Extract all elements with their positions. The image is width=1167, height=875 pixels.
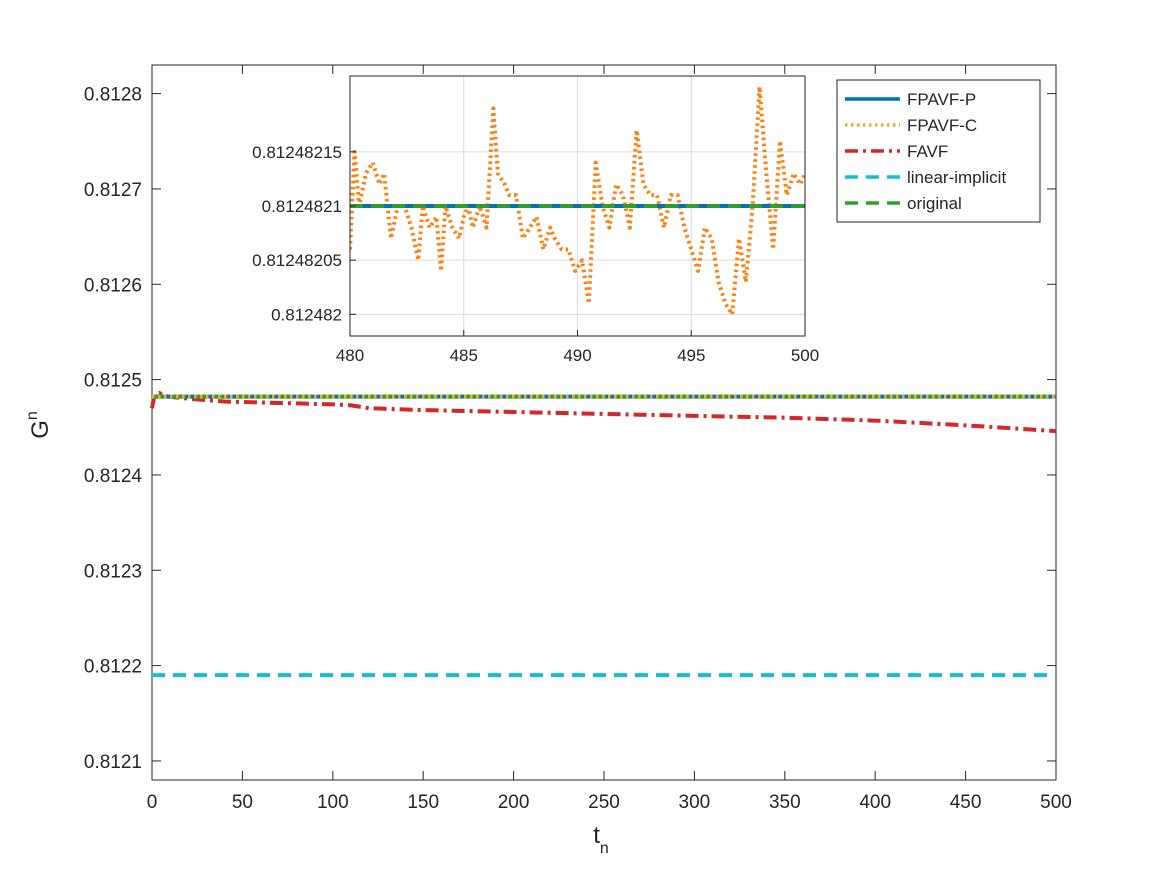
legend-label: FPAVF-P <box>907 90 976 109</box>
main-y-tick-label: 0.8124 <box>84 466 143 487</box>
inset-series-fpavf-c <box>350 84 805 317</box>
legend-label: original <box>907 194 962 213</box>
legend-label: linear-implicit <box>907 168 1006 187</box>
main-x-tick-label: 450 <box>950 792 982 813</box>
inset-axes: 480 485 490 495 500 0.8124820.812482050.8124… <box>252 75 819 365</box>
main-x-tick-label: 200 <box>498 792 530 813</box>
y-axis-label-superscript: n <box>24 411 41 420</box>
x-axis-label-subscript: n <box>600 840 609 857</box>
main-series-lines <box>150 390 1057 678</box>
y-axis-label: Gn <box>24 411 54 439</box>
main-y-tick-label: 0.8123 <box>84 561 142 582</box>
inset-x-tick-label: 490 <box>563 346 591 365</box>
legend-label: FAVF <box>907 142 948 161</box>
inset-x-tick-label: 485 <box>450 346 478 365</box>
main-y-tick-label: 0.8122 <box>84 657 142 678</box>
main-series-favf <box>150 390 1057 434</box>
inset-x-tick-label: 480 <box>336 346 364 365</box>
inset-y-tick-label: 0.81248205 <box>252 251 342 270</box>
x-axis-label: tn <box>593 822 609 857</box>
inset-y-tick-label: 0.812482 <box>271 305 342 324</box>
inset-series-lines <box>350 84 805 317</box>
main-x-tick-label: 150 <box>407 792 439 813</box>
main-x-tick-label: 400 <box>859 792 891 813</box>
main-x-ticks: 0 50 100 150 200 250 300 350 400 450 500 <box>147 65 1072 813</box>
main-x-tick-label: 100 <box>317 792 349 813</box>
inset-y-tick-label: 0.81248215 <box>252 143 342 162</box>
main-y-tick-label: 0.8121 <box>84 752 142 773</box>
legend: FPAVF-P FPAVF-C FAVF linear-implicit origina… <box>836 79 1041 223</box>
main-y-tick-label: 0.8127 <box>84 180 142 201</box>
legend-entries: FPAVF-P FPAVF-C FAVF linear-implicit origina… <box>845 90 1006 213</box>
main-x-tick-label: 50 <box>232 792 253 813</box>
inset-x-tick-label: 500 <box>791 346 819 365</box>
main-y-tick-label: 0.8125 <box>84 371 142 392</box>
inset-x-tick-label: 495 <box>677 346 705 365</box>
main-y-tick-label: 0.8126 <box>84 275 142 296</box>
main-x-tick-label: 250 <box>588 792 620 813</box>
legend-box <box>836 79 1041 223</box>
main-x-tick-label: 500 <box>1040 792 1072 813</box>
main-y-ticks: 0.8121 0.8122 0.8123 0.8124 0.8125 0.8126 0.81… <box>84 85 1056 773</box>
inset-x-ticks: 480 485 490 495 500 <box>336 330 819 365</box>
inset-y-tick-label: 0.8124821 <box>262 197 342 216</box>
x-axis-label-base: t <box>593 822 600 849</box>
y-axis-label-base: G <box>27 420 54 439</box>
main-x-tick-label: 350 <box>769 792 801 813</box>
main-y-tick-label: 0.8128 <box>84 85 142 106</box>
inset-y-ticks: 0.812482 0.81248205 0.8124821 0.81248215 <box>252 143 356 324</box>
legend-label: FPAVF-C <box>907 116 977 135</box>
main-x-tick-label: 300 <box>679 792 711 813</box>
main-x-tick-label: 0 <box>147 792 158 813</box>
